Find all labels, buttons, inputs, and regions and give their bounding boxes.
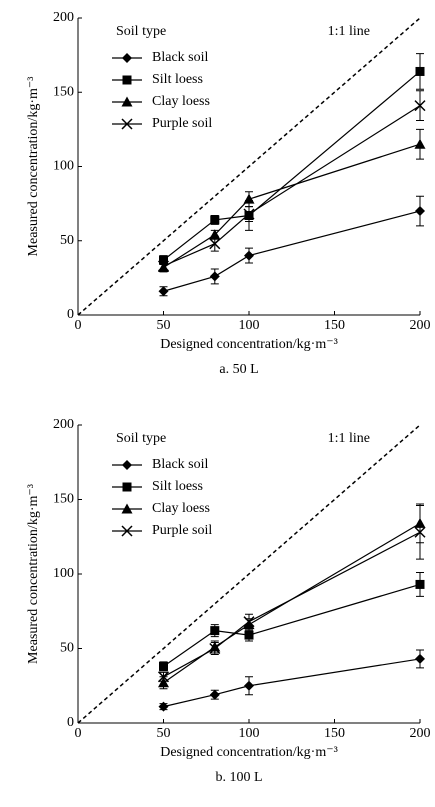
x-tick-label: 100 <box>239 318 260 333</box>
series-line <box>163 531 421 678</box>
marker <box>415 206 425 217</box>
legend-label: Clay loess <box>152 501 210 516</box>
x-axis-label: Designed concentration/kg·m⁻³ <box>160 337 338 352</box>
marker <box>415 579 425 589</box>
annotation: 1:1 line <box>328 431 370 446</box>
marker <box>158 701 169 712</box>
legend-label: Clay loess <box>152 94 210 109</box>
legend-marker <box>121 525 133 537</box>
legend-marker <box>122 75 132 85</box>
marker <box>157 260 170 272</box>
marker <box>415 66 425 76</box>
x-tick-label: 150 <box>324 318 345 333</box>
x-tick-label: 50 <box>157 726 171 741</box>
series-line <box>163 105 421 267</box>
marker <box>158 677 169 688</box>
marker <box>414 138 426 149</box>
legend-title: Soil type <box>116 431 166 446</box>
marker <box>244 630 254 640</box>
marker <box>243 208 255 220</box>
legend-marker <box>121 96 133 107</box>
x-axis-label: Designed concentration/kg·m⁻³ <box>160 745 338 760</box>
y-tick-label: 0 <box>67 307 74 322</box>
x-tick-label: 200 <box>410 726 431 741</box>
series-line <box>163 583 421 667</box>
y-tick-label: 200 <box>53 417 74 432</box>
y-axis-label: Measured concentration/kg·m⁻³ <box>26 484 41 664</box>
y-tick-label: 0 <box>67 715 74 730</box>
legend-title: Soil type <box>116 24 166 39</box>
series-line <box>163 210 421 292</box>
y-tick-label: 50 <box>60 233 74 248</box>
x-tick-label: 50 <box>157 318 171 333</box>
one-to-one-line <box>77 17 421 316</box>
series-line <box>163 658 421 708</box>
legend-label: Purple soil <box>152 116 212 131</box>
series-line <box>163 143 421 268</box>
legend-marker <box>121 503 133 514</box>
marker <box>414 100 426 112</box>
marker <box>243 193 255 204</box>
marker <box>244 680 254 691</box>
legend-label: Purple soil <box>152 523 212 538</box>
marker <box>415 653 425 664</box>
caption: a. 50 L <box>219 362 258 377</box>
marker <box>159 255 168 265</box>
legend-marker <box>121 118 133 130</box>
series-line <box>163 522 421 684</box>
y-tick-label: 200 <box>53 10 74 25</box>
legend-marker <box>122 482 132 492</box>
legend-label: Black soil <box>152 457 208 472</box>
marker <box>157 671 170 683</box>
marker <box>244 250 254 261</box>
marker <box>210 215 220 225</box>
legend-label: Silt loess <box>152 72 203 87</box>
marker <box>243 616 255 628</box>
marker <box>209 238 221 250</box>
annotation: 1:1 line <box>328 24 370 39</box>
y-tick-label: 150 <box>53 84 74 99</box>
marker <box>414 526 426 538</box>
marker <box>209 229 221 240</box>
marker <box>209 642 221 655</box>
marker <box>210 626 220 636</box>
y-tick-label: 100 <box>53 566 74 581</box>
legend-label: Silt loess <box>152 479 203 494</box>
legend-marker <box>122 460 132 470</box>
legend-marker <box>122 53 132 63</box>
x-tick-label: 0 <box>75 726 82 741</box>
marker <box>159 661 168 671</box>
marker <box>158 286 169 297</box>
caption: b. 100 L <box>215 770 262 785</box>
legend-label: Black soil <box>152 50 208 65</box>
one-to-one-line <box>77 424 421 724</box>
marker <box>209 689 220 700</box>
marker <box>209 271 220 282</box>
y-tick-label: 100 <box>53 159 74 174</box>
y-tick-label: 50 <box>60 641 74 656</box>
x-tick-label: 150 <box>324 726 345 741</box>
x-tick-label: 100 <box>239 726 260 741</box>
y-axis-label: Measured concentration/kg·m⁻³ <box>26 77 41 257</box>
x-tick-label: 200 <box>410 318 431 333</box>
x-tick-label: 0 <box>75 318 82 333</box>
y-tick-label: 150 <box>53 492 74 507</box>
